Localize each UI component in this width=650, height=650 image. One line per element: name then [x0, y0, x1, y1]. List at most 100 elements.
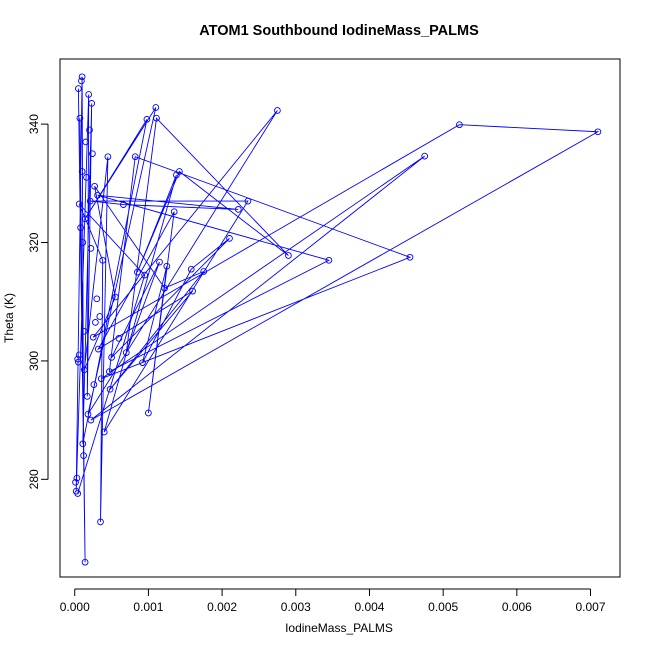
- data-point: [108, 354, 115, 361]
- data-point: [106, 385, 114, 393]
- data-point: [74, 355, 82, 363]
- x-axis: 0.000 0.001 0.002 0.003 0.004 0.005 0.006 0.007: [60, 588, 606, 614]
- y-tick-label: 320: [27, 232, 41, 252]
- data-point: [163, 262, 171, 270]
- data-point: [226, 235, 233, 242]
- data-point: [74, 490, 82, 497]
- data-point: [83, 174, 90, 181]
- data-point: [176, 168, 183, 175]
- y-tick-label: 340: [27, 114, 41, 134]
- x-tick-label: 0.001: [133, 600, 163, 614]
- data-point: [187, 265, 195, 273]
- data-point: [79, 440, 87, 448]
- data-point: [85, 91, 93, 98]
- data-point: [77, 224, 84, 232]
- data-point: [86, 126, 93, 134]
- data-point: [156, 258, 163, 266]
- data-point: [106, 368, 113, 375]
- data-point: [81, 215, 89, 223]
- data-point: [81, 558, 89, 566]
- x-tick-label: 0.000: [60, 600, 90, 614]
- data-point: [80, 327, 88, 335]
- data-point: [84, 410, 92, 418]
- data-point: [97, 518, 104, 526]
- data-point: [141, 271, 149, 279]
- series-line: [75, 76, 600, 563]
- data-point: [87, 416, 95, 424]
- data-point: [83, 393, 91, 400]
- data-point: [73, 474, 81, 482]
- data-point: [456, 121, 463, 129]
- x-tick-label: 0.002: [207, 600, 237, 614]
- y-tick-label: 300: [27, 351, 41, 371]
- data-point: [80, 452, 87, 459]
- data-point: [92, 319, 99, 326]
- plot-box: [59, 58, 621, 578]
- series-points: [72, 73, 602, 566]
- data-point: [78, 77, 85, 85]
- data-point: [153, 114, 160, 122]
- data-point: [200, 268, 208, 275]
- data-point: [122, 349, 130, 356]
- data-point: [75, 358, 82, 366]
- data-point: [79, 239, 87, 246]
- data-point: [139, 359, 146, 367]
- y-axis-label: Theta (K): [2, 293, 16, 343]
- data-point: [75, 85, 82, 92]
- data-point: [96, 313, 104, 320]
- data-point: [90, 381, 98, 388]
- chart-title: ATOM1 Southbound IodineMass_PALMS: [199, 23, 479, 39]
- data-point: [87, 245, 95, 252]
- data-point: [234, 206, 242, 213]
- data-point: [89, 333, 97, 341]
- data-point: [115, 335, 123, 342]
- x-tick-label: 0.007: [576, 600, 606, 614]
- data-point: [75, 351, 83, 359]
- data-point: [91, 182, 98, 190]
- x-axis-label: IodineMass_PALMS: [285, 621, 393, 635]
- data-point: [244, 197, 252, 205]
- y-axis: 280 300 320 340: [27, 114, 49, 489]
- data-point: [421, 152, 429, 160]
- data-point: [189, 287, 196, 295]
- data-point: [143, 116, 151, 123]
- x-tick-label: 0.004: [354, 600, 384, 614]
- data-point: [94, 191, 101, 199]
- x-tick-label: 0.005: [428, 600, 458, 614]
- data-point: [104, 153, 112, 161]
- data-point: [170, 208, 178, 216]
- x-tick-label: 0.003: [281, 600, 311, 614]
- data-point: [97, 375, 105, 383]
- data-point: [80, 366, 88, 374]
- y-tick-label: 280: [27, 469, 41, 489]
- data-point: [93, 295, 101, 303]
- data-point: [78, 73, 86, 81]
- data-point: [89, 150, 96, 158]
- data-point: [161, 284, 168, 292]
- data-point: [75, 200, 83, 208]
- series-lines: [75, 76, 600, 563]
- data-point: [274, 107, 281, 114]
- data-point: [406, 253, 414, 261]
- data-point: [100, 428, 108, 436]
- x-tick-label: 0.006: [502, 600, 532, 614]
- data-point: [325, 256, 333, 264]
- data-point: [131, 153, 139, 161]
- data-point: [120, 201, 127, 208]
- data-point: [86, 197, 94, 205]
- data-point: [94, 345, 102, 353]
- data-point: [82, 138, 90, 146]
- data-point: [594, 128, 602, 136]
- data-point: [72, 478, 79, 486]
- data-point: [99, 256, 107, 264]
- data-point: [152, 104, 160, 111]
- data-point: [76, 114, 84, 122]
- data-point: [285, 252, 292, 259]
- data-point: [134, 268, 141, 276]
- data-point: [78, 168, 86, 175]
- data-point: [145, 409, 152, 417]
- data-point: [88, 100, 96, 107]
- data-point: [111, 293, 119, 301]
